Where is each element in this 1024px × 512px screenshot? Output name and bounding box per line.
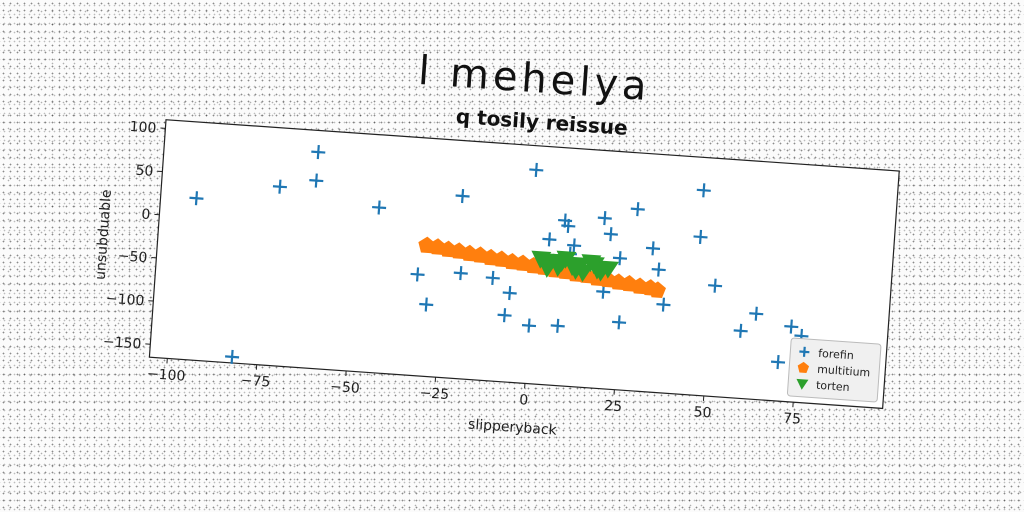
data-point — [770, 355, 786, 370]
data-point — [612, 251, 628, 266]
data-point — [603, 227, 618, 242]
legend-marker — [797, 361, 810, 373]
data-point — [521, 318, 537, 333]
data-point — [612, 315, 627, 330]
data-point — [567, 238, 582, 253]
series-forefin — [189, 145, 848, 398]
data-point — [749, 306, 764, 321]
x-tick-label: 75 — [783, 411, 802, 428]
data-point — [784, 319, 799, 334]
data-point — [455, 188, 470, 204]
y-tick-label: −150 — [102, 334, 141, 353]
x-tick-label: 50 — [693, 404, 712, 421]
data-point — [529, 162, 544, 177]
data-point — [566, 261, 587, 280]
legend-box — [786, 337, 882, 403]
y-tick-label: 0 — [141, 206, 151, 223]
data-point — [537, 259, 558, 278]
y-tick-label: 100 — [129, 119, 157, 137]
data-point — [502, 285, 517, 301]
data-point — [733, 323, 748, 338]
data-point — [311, 145, 326, 160]
y-tick-label: −100 — [105, 291, 144, 310]
y-axis-label: unsubduable — [93, 189, 115, 280]
data-point — [656, 297, 671, 312]
plot-marks — [189, 145, 848, 398]
x-axis-label: slipperyback — [468, 417, 559, 439]
data-point — [272, 179, 287, 194]
chart-title: q tosily reissue — [455, 104, 628, 140]
legend-label: multitium — [817, 363, 871, 380]
x-tick-label: 0 — [519, 392, 529, 409]
data-point — [596, 284, 611, 299]
data-point — [693, 229, 708, 245]
data-point — [419, 297, 434, 312]
data-point — [497, 308, 512, 323]
data-point — [225, 349, 240, 364]
data-point — [651, 262, 666, 277]
x-axis: −100 −75 −50 −25 0 25 50 75 — [146, 358, 802, 428]
x-tick-label: −100 — [146, 366, 185, 385]
data-point — [599, 260, 619, 279]
data-point — [550, 318, 565, 333]
data-point — [597, 211, 612, 226]
data-point — [309, 173, 324, 188]
y-axis: 100 50 0 −50 −100 −150 — [102, 119, 166, 353]
data-point — [485, 270, 500, 286]
y-tick-label: −50 — [117, 248, 148, 266]
data-point — [372, 200, 387, 215]
x-tick-label: 25 — [604, 398, 623, 415]
data-point — [630, 202, 645, 217]
x-tick-label: −50 — [330, 379, 361, 397]
data-point — [648, 281, 666, 298]
legend-marker — [796, 378, 809, 390]
data-point — [410, 267, 425, 282]
y-tick-label: 50 — [135, 163, 154, 180]
legend-label: forefin — [818, 347, 854, 362]
data-point — [708, 278, 723, 293]
legend-label: torten — [816, 379, 850, 394]
data-point — [189, 191, 204, 206]
data-point — [453, 266, 468, 281]
data-point — [696, 183, 711, 198]
data-point — [561, 218, 576, 234]
x-tick-label: −75 — [240, 373, 271, 391]
series-torten — [531, 250, 619, 283]
data-point — [542, 232, 557, 247]
data-point — [645, 241, 661, 256]
x-tick-label: −25 — [419, 385, 450, 403]
data-point — [552, 253, 573, 272]
legend-marker — [799, 346, 810, 357]
